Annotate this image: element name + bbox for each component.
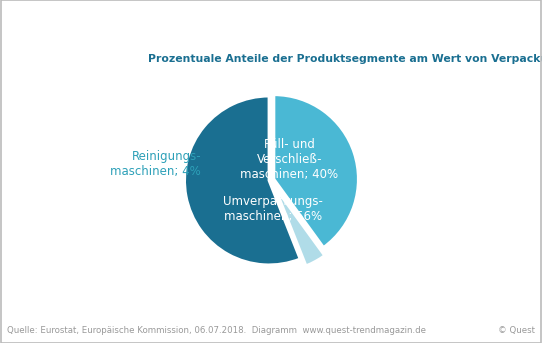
Text: Quelle: Eurostat, Europäische Kommission, 06.07.2018.  Diagramm  www.quest-trend: Quelle: Eurostat, Europäische Kommission… [7, 327, 425, 335]
Text: Füll- und
Verschließ-
maschinen; 40%: Füll- und Verschließ- maschinen; 40% [241, 138, 339, 181]
Text: Umverpackungs-
maschinen; 56%: Umverpackungs- maschinen; 56% [223, 195, 323, 223]
Text: Wert der Verpackungsmaschinen in der EU 2017: 13,5 Mrd. €: Wert der Verpackungsmaschinen in der EU … [7, 16, 512, 32]
Wedge shape [185, 96, 300, 265]
Text: © Quest: © Quest [499, 327, 535, 335]
Text: Prozentuale Anteile der Produktsegmente am Wert von Verpackungsmaschinen 2017: Prozentuale Anteile der Produktsegmente … [147, 54, 542, 64]
Text: Reinigungs-
maschinen; 4%: Reinigungs- maschinen; 4% [110, 150, 201, 178]
Wedge shape [275, 187, 325, 266]
Wedge shape [274, 95, 358, 247]
